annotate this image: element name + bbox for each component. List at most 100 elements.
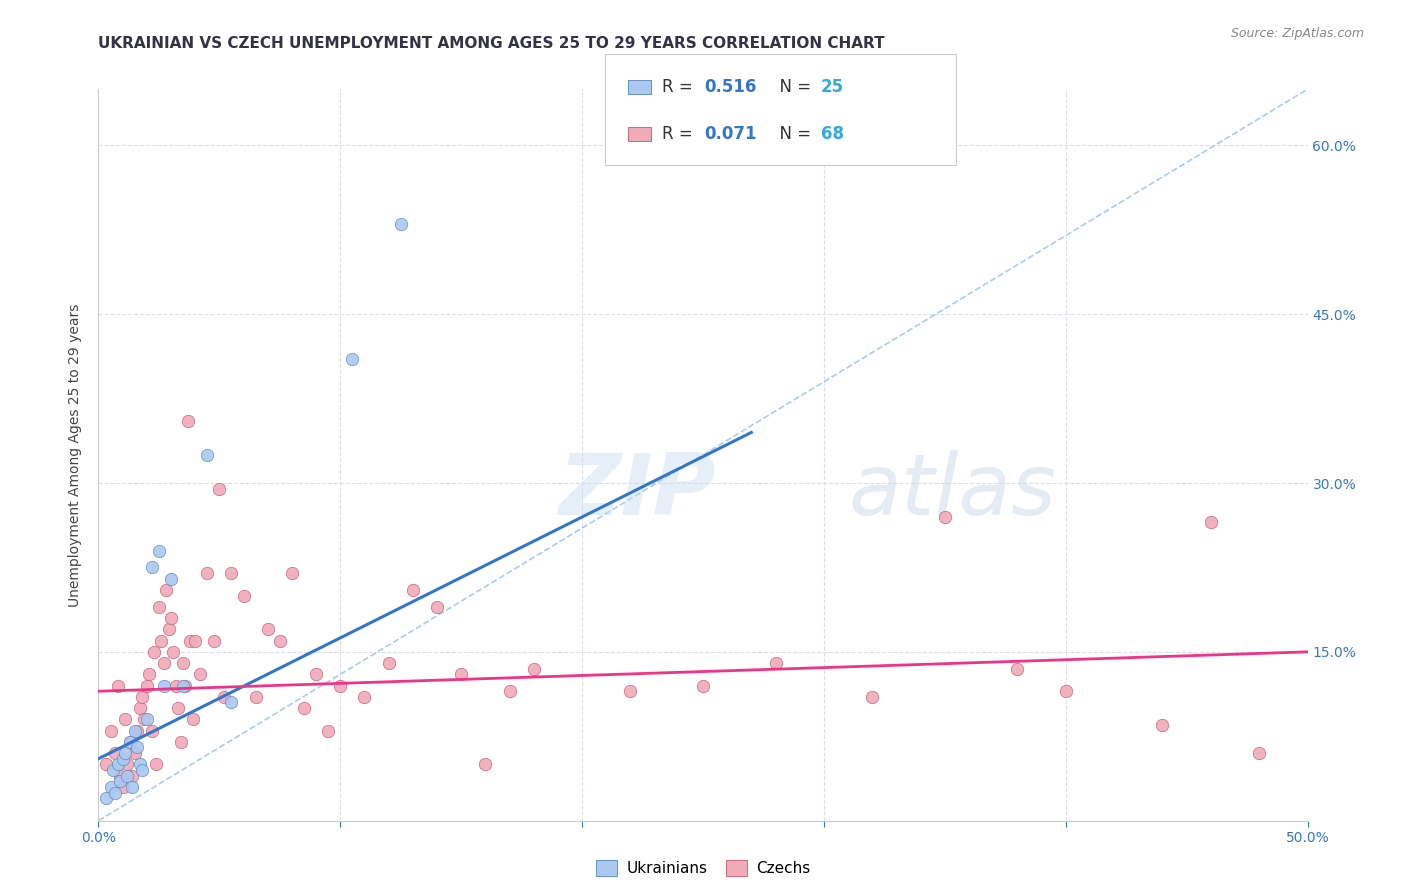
Point	[292, 701, 315, 715]
Point	[221, 696, 243, 710]
Text: 0.071: 0.071	[704, 125, 756, 143]
Point	[619, 684, 641, 698]
Point	[389, 217, 412, 231]
Point	[692, 679, 714, 693]
Point	[118, 735, 141, 749]
Point	[221, 566, 243, 580]
Point	[157, 623, 180, 637]
Point	[124, 746, 146, 760]
Point	[172, 656, 194, 670]
Point	[127, 723, 149, 738]
Point	[169, 735, 191, 749]
Point	[150, 633, 173, 648]
Legend: Ukrainians, Czechs: Ukrainians, Czechs	[589, 855, 817, 882]
Point	[94, 757, 117, 772]
Point	[1152, 718, 1174, 732]
Point	[316, 723, 339, 738]
Point	[172, 679, 194, 693]
Point	[104, 785, 127, 799]
Point	[100, 723, 122, 738]
Point	[111, 780, 134, 794]
Point	[124, 723, 146, 738]
Point	[179, 633, 201, 648]
Point	[1249, 746, 1271, 760]
Point	[108, 774, 131, 789]
Point	[107, 679, 129, 693]
Point	[208, 482, 231, 496]
Point	[114, 712, 136, 726]
Point	[212, 690, 235, 704]
Point	[184, 633, 207, 648]
Point	[118, 735, 141, 749]
Point	[181, 712, 204, 726]
Text: atlas: atlas	[848, 450, 1056, 533]
Point	[128, 701, 150, 715]
Point	[342, 352, 364, 367]
Point	[474, 757, 496, 772]
Text: 25: 25	[821, 78, 844, 95]
Point	[160, 611, 183, 625]
Point	[134, 712, 156, 726]
Point	[1199, 516, 1222, 530]
Point	[131, 763, 153, 777]
Text: N =: N =	[769, 78, 817, 95]
Point	[143, 645, 166, 659]
Point	[131, 690, 153, 704]
Point	[523, 662, 546, 676]
Point	[245, 690, 267, 704]
Point	[141, 560, 163, 574]
Point	[114, 746, 136, 760]
Point	[152, 656, 174, 670]
Point	[94, 791, 117, 805]
Point	[107, 757, 129, 772]
Point	[377, 656, 399, 670]
Point	[450, 667, 472, 681]
Point	[177, 414, 200, 428]
Point	[167, 701, 190, 715]
Point	[160, 572, 183, 586]
Point	[101, 763, 124, 777]
Point	[121, 780, 143, 794]
Text: 0.516: 0.516	[704, 78, 756, 95]
Point	[195, 448, 218, 462]
Text: Source: ZipAtlas.com: Source: ZipAtlas.com	[1230, 27, 1364, 40]
Point	[195, 566, 218, 580]
Point	[128, 757, 150, 772]
Point	[353, 690, 375, 704]
Point	[174, 679, 197, 693]
Point	[148, 543, 170, 558]
Point	[135, 712, 157, 726]
Point	[100, 780, 122, 794]
Point	[121, 769, 143, 783]
Point	[281, 566, 304, 580]
Point	[269, 633, 291, 648]
Text: R =: R =	[662, 125, 699, 143]
Text: ZIP: ZIP	[558, 450, 716, 533]
Point	[256, 623, 278, 637]
Text: UKRAINIAN VS CZECH UNEMPLOYMENT AMONG AGES 25 TO 29 YEARS CORRELATION CHART: UKRAINIAN VS CZECH UNEMPLOYMENT AMONG AG…	[98, 36, 884, 51]
Point	[188, 667, 211, 681]
Point	[117, 769, 139, 783]
Point	[860, 690, 883, 704]
Point	[145, 757, 167, 772]
Text: 68: 68	[821, 125, 844, 143]
Text: N =: N =	[769, 125, 817, 143]
Point	[152, 679, 174, 693]
Point	[232, 589, 254, 603]
Point	[498, 684, 520, 698]
Point	[426, 599, 449, 614]
Point	[111, 752, 134, 766]
Point	[934, 509, 956, 524]
Point	[117, 757, 139, 772]
Point	[104, 746, 127, 760]
Point	[402, 582, 425, 597]
Point	[138, 667, 160, 681]
Point	[127, 740, 149, 755]
Y-axis label: Unemployment Among Ages 25 to 29 years: Unemployment Among Ages 25 to 29 years	[69, 303, 83, 607]
Point	[141, 723, 163, 738]
Point	[135, 679, 157, 693]
Point	[329, 679, 352, 693]
Point	[162, 645, 184, 659]
Point	[155, 582, 177, 597]
Point	[1007, 662, 1029, 676]
